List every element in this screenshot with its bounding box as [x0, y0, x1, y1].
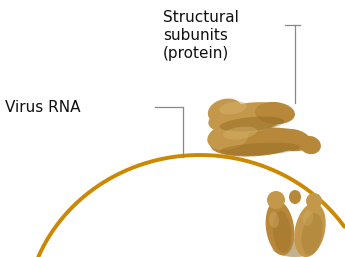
Ellipse shape [273, 129, 311, 151]
Ellipse shape [220, 143, 300, 155]
Ellipse shape [266, 201, 294, 255]
Ellipse shape [255, 102, 295, 124]
Ellipse shape [220, 116, 284, 132]
Ellipse shape [303, 210, 313, 226]
Ellipse shape [211, 127, 305, 157]
Ellipse shape [294, 203, 326, 257]
Ellipse shape [289, 190, 301, 204]
Ellipse shape [223, 127, 257, 139]
Ellipse shape [273, 211, 291, 253]
Text: Virus RNA: Virus RNA [5, 99, 80, 115]
Ellipse shape [273, 239, 317, 257]
Text: Structural
subunits
(protein): Structural subunits (protein) [163, 10, 239, 61]
Ellipse shape [208, 98, 242, 123]
Ellipse shape [208, 102, 288, 134]
Ellipse shape [302, 213, 323, 255]
Ellipse shape [267, 191, 285, 209]
Ellipse shape [299, 136, 321, 154]
Ellipse shape [269, 212, 279, 228]
Ellipse shape [219, 102, 247, 114]
Ellipse shape [306, 193, 322, 209]
Ellipse shape [207, 124, 249, 150]
